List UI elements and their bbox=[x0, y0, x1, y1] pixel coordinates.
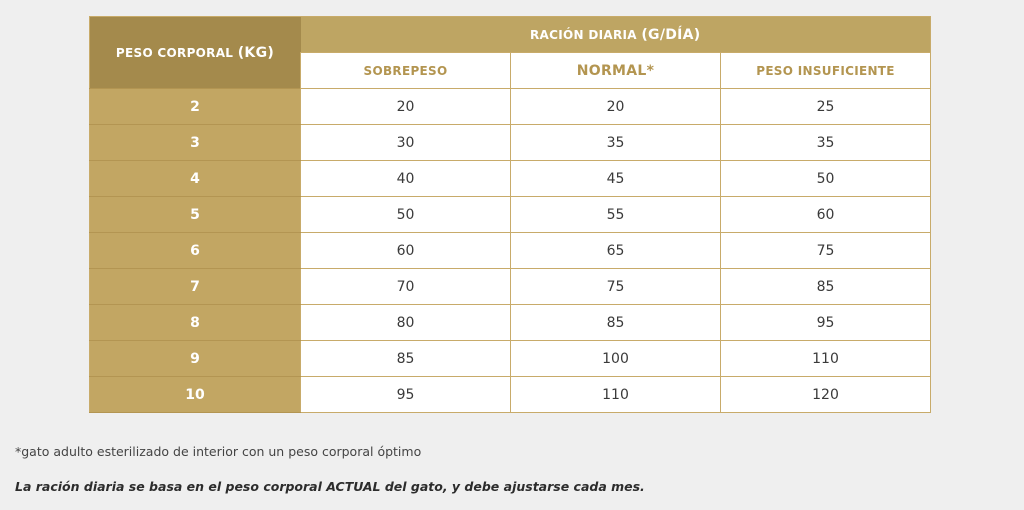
weight-cell: 10 bbox=[89, 376, 301, 413]
table-row: 9 85 100 110 bbox=[89, 340, 932, 377]
weight-cell: 3 bbox=[89, 124, 301, 161]
weight-cell: 4 bbox=[89, 160, 301, 197]
table-row: 10 95 110 120 bbox=[89, 376, 932, 413]
overweight-cell: 60 bbox=[300, 232, 511, 269]
weight-header-unit: (KG) bbox=[237, 44, 275, 61]
underweight-cell: 35 bbox=[719, 124, 932, 161]
subheader-normal: NORMAL* bbox=[510, 52, 721, 89]
overweight-cell: 80 bbox=[300, 304, 511, 341]
weight-cell: 5 bbox=[89, 196, 301, 233]
underweight-cell: 50 bbox=[719, 160, 932, 197]
table-row: 3 30 35 35 bbox=[89, 124, 932, 161]
subheader-overweight: SOBREPESO bbox=[300, 52, 511, 89]
overweight-cell: 40 bbox=[300, 160, 511, 197]
table-row: 7 70 75 85 bbox=[89, 268, 932, 305]
underweight-cell: 60 bbox=[719, 196, 932, 233]
underweight-cell: 25 bbox=[719, 88, 932, 125]
normal-cell: 20 bbox=[510, 88, 721, 125]
underweight-cell: 85 bbox=[719, 268, 932, 305]
weight-cell: 8 bbox=[89, 304, 301, 341]
table-row: 4 40 45 50 bbox=[89, 160, 932, 197]
overweight-cell: 50 bbox=[300, 196, 511, 233]
normal-cell: 110 bbox=[510, 376, 721, 413]
table-row: 6 60 65 75 bbox=[89, 232, 932, 269]
overweight-cell: 95 bbox=[300, 376, 511, 413]
normal-cell: 55 bbox=[510, 196, 721, 233]
underweight-cell: 120 bbox=[719, 376, 932, 413]
ration-header-unit: (G/DÍA) bbox=[641, 26, 701, 43]
weight-cell: 9 bbox=[89, 340, 301, 377]
feeding-table: PESO CORPORAL (KG) RACIÓN DIARIA (G/DÍA)… bbox=[89, 16, 932, 413]
underweight-cell: 95 bbox=[719, 304, 932, 341]
table-row: 2 20 20 25 bbox=[89, 88, 932, 125]
footnote: *gato adulto esterilizado de interior co… bbox=[15, 444, 422, 459]
overweight-cell: 85 bbox=[300, 340, 511, 377]
normal-cell: 85 bbox=[510, 304, 721, 341]
overweight-cell: 20 bbox=[300, 88, 511, 125]
weight-cell: 6 bbox=[89, 232, 301, 269]
weight-cell: 7 bbox=[89, 268, 301, 305]
weight-header-label: PESO CORPORAL bbox=[115, 45, 234, 60]
subheader-underweight: PESO INSUFICIENTE bbox=[719, 52, 932, 89]
underweight-cell: 110 bbox=[719, 340, 932, 377]
table-row: 8 80 85 95 bbox=[89, 304, 932, 341]
overweight-cell: 70 bbox=[300, 268, 511, 305]
weight-cell: 2 bbox=[89, 88, 301, 125]
adjustment-notice: La ración diaria se basa en el peso corp… bbox=[15, 479, 645, 494]
underweight-cell: 75 bbox=[719, 232, 932, 269]
table-row: 5 50 55 60 bbox=[89, 196, 932, 233]
normal-cell: 45 bbox=[510, 160, 721, 197]
overweight-cell: 30 bbox=[300, 124, 511, 161]
normal-cell: 75 bbox=[510, 268, 721, 305]
normal-cell: 35 bbox=[510, 124, 721, 161]
ration-group-header: RACIÓN DIARIA (G/DÍA) bbox=[300, 16, 931, 53]
normal-cell: 65 bbox=[510, 232, 721, 269]
normal-cell: 100 bbox=[510, 340, 721, 377]
weight-column-header: PESO CORPORAL (KG) bbox=[89, 16, 301, 89]
ration-header-label: RACIÓN DIARIA bbox=[530, 27, 637, 42]
